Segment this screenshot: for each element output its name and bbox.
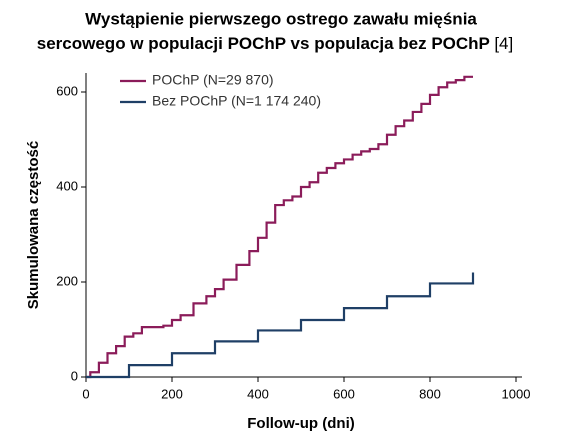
line xyxy=(86,75,473,379)
title-note: [4] xyxy=(494,34,513,53)
x-tick-label: 0 xyxy=(82,386,89,401)
chart-title: sercowego w populacji POChP vs populacja… xyxy=(37,34,490,53)
y-tick-label: 200 xyxy=(56,273,78,288)
y-axis-label: Skumulowana częstość xyxy=(25,141,42,309)
x-tick-label: 600 xyxy=(333,386,355,401)
line xyxy=(86,272,475,379)
x-tick-label: 200 xyxy=(161,386,183,401)
x-tick-label: 1000 xyxy=(502,386,531,401)
y-tick-label: 600 xyxy=(56,83,78,98)
legend-label: Bez POChP (N=1 174 240) xyxy=(152,93,321,109)
y-tick-label: 400 xyxy=(56,178,78,193)
y-tick-label: 0 xyxy=(71,368,78,383)
x-axis-label: Follow-up (dni) xyxy=(247,415,354,432)
chart-title: Wystąpienie pierwszego ostrego zawału mi… xyxy=(85,9,477,28)
x-tick-label: 400 xyxy=(247,386,269,401)
chart-title: sercowego w populacji POChP vs populacja… xyxy=(37,34,513,53)
legend-label: POChP (N=29 870) xyxy=(152,72,274,88)
x-tick-label: 800 xyxy=(419,386,441,401)
